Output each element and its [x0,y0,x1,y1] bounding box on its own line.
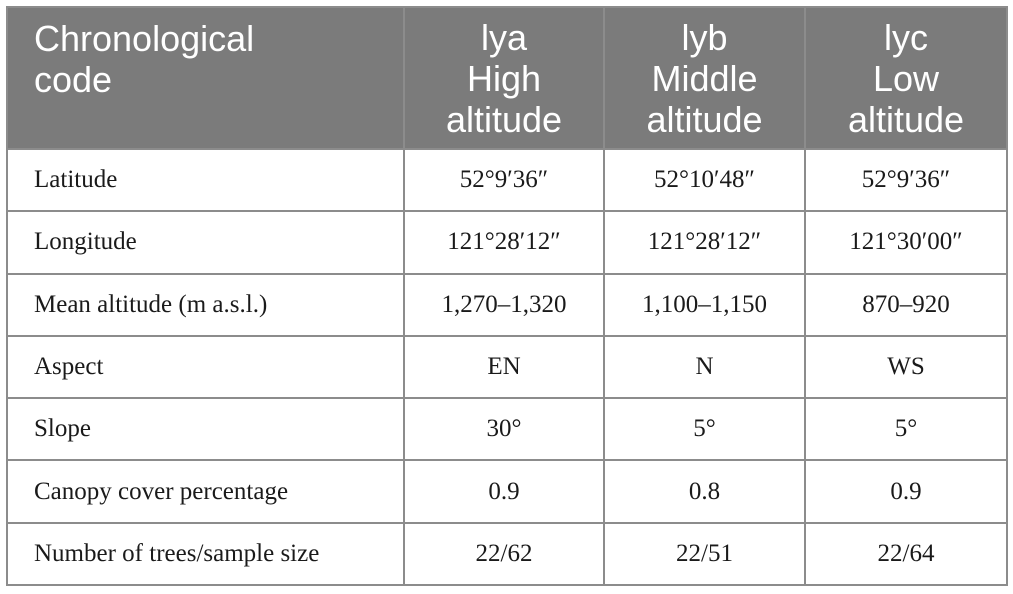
header-altitude-word-lya: altitude [445,98,563,140]
table-body: Latitude 52°9′36″ 52°10′48″ 52°9′36″ Lon… [6,147,1008,587]
cell-lyb: 121°28′12″ [603,210,806,275]
row-label: Slope [6,397,405,462]
row-label: Mean altitude (m a.s.l.) [6,272,405,337]
cell-lyc: 0.9 [804,459,1008,524]
table-row-mean-altitude: Mean altitude (m a.s.l.) 1,270–1,320 1,1… [6,272,1008,337]
cell-lya: EN [403,334,605,400]
cell-lyb: N [603,334,806,400]
table-row-slope: Slope 30° 5° 5° [6,397,1008,462]
cell-lyc: 52°9′36″ [804,147,1008,213]
cell-lya: 121°28′12″ [403,210,605,275]
header-label-line2: code [34,59,113,100]
header-altitude-class-lyc: Low [872,57,940,99]
cell-lyb: 0.8 [603,459,806,524]
cell-lya: 0.9 [403,459,605,524]
table-row-trees-sample-size: Number of trees/sample size 22/62 22/51 … [6,521,1008,587]
header-altitude-class-lyb: Middle [651,57,758,99]
row-label: Latitude [6,147,405,213]
header-cell-lyc: lyc Low altitude [804,6,1008,150]
cell-lyb: 52°10′48″ [603,147,806,213]
header-cell-lya: lya High altitude [403,6,605,150]
cell-lyc: 22/64 [804,521,1008,587]
header-row: Chronological code lya High altitude lyb… [6,6,1008,150]
header-code-lya: lya [480,16,528,58]
table-row-canopy-cover: Canopy cover percentage 0.9 0.8 0.9 [6,459,1008,524]
header-code-lyb: lyb [681,16,728,58]
cell-lyc: 121°30′00″ [804,210,1008,275]
header-altitude-word-lyb: altitude [646,98,763,140]
header-label-line1: Chronological [34,18,255,59]
header-altitude-class-lya: High [466,57,542,99]
cell-lyc: 870–920 [804,272,1008,337]
cell-lya: 22/62 [403,521,605,587]
cell-lyc: 5° [804,397,1008,462]
row-label: Aspect [6,334,405,400]
row-label: Number of trees/sample size [6,521,405,587]
site-characteristics-table-container: Chronological code lya High altitude lyb… [6,6,1008,587]
header-code-lyc: lyc [884,16,928,58]
cell-lyc: WS [804,334,1008,400]
cell-lyb: 5° [603,397,806,462]
header-altitude-word-lyc: altitude [847,98,965,140]
header-cell-chronological-code: Chronological code [6,6,405,150]
cell-lya: 1,270–1,320 [403,272,605,337]
table-header: Chronological code lya High altitude lyb… [6,6,1008,150]
row-label: Longitude [6,210,405,275]
header-cell-lyb: lyb Middle altitude [603,6,806,150]
cell-lya: 30° [403,397,605,462]
cell-lya: 52°9′36″ [403,147,605,213]
table-row-aspect: Aspect EN N WS [6,334,1008,400]
table-row-latitude: Latitude 52°9′36″ 52°10′48″ 52°9′36″ [6,147,1008,213]
cell-lyb: 22/51 [603,521,806,587]
table-row-longitude: Longitude 121°28′12″ 121°28′12″ 121°30′0… [6,210,1008,275]
row-label: Canopy cover percentage [6,459,405,524]
site-characteristics-table: Chronological code lya High altitude lyb… [6,6,1008,587]
cell-lyb: 1,100–1,150 [603,272,806,337]
